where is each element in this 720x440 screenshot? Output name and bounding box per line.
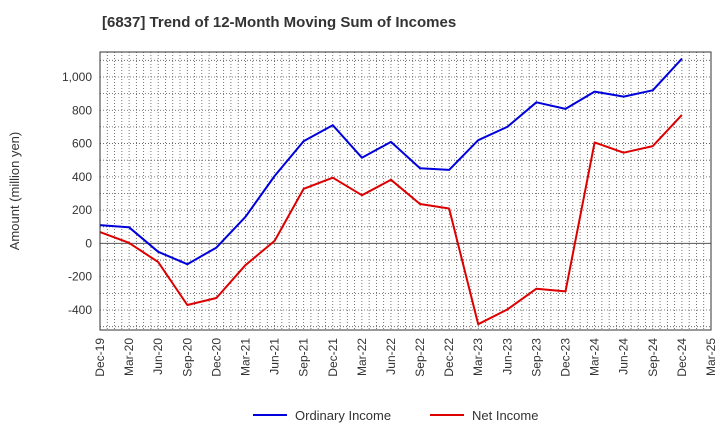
x-tick-label: Dec-19 bbox=[93, 338, 107, 377]
x-tick-label: Mar-25 bbox=[704, 338, 718, 376]
x-tick-label: Sep-24 bbox=[646, 338, 660, 377]
x-tick-label: Dec-22 bbox=[442, 338, 456, 377]
x-tick-label: Mar-20 bbox=[122, 338, 136, 376]
y-tick-label: 600 bbox=[72, 137, 92, 151]
x-tick-label: Sep-22 bbox=[413, 338, 427, 377]
x-tick-label: Jun-22 bbox=[384, 338, 398, 375]
x-tick-label: Dec-20 bbox=[209, 338, 223, 377]
y-tick-label: 0 bbox=[85, 236, 92, 250]
series-lines bbox=[99, 58, 683, 326]
x-tick-label: Jun-23 bbox=[500, 338, 514, 375]
series-line-ordinary-income bbox=[99, 58, 683, 266]
x-tick-label: Mar-24 bbox=[588, 338, 602, 376]
legend: Ordinary Income Net Income bbox=[253, 408, 538, 423]
y-tick-labels: -400 -200 0 200 400 600 800 1,000 bbox=[62, 70, 92, 317]
x-tick-label: Sep-21 bbox=[297, 338, 311, 377]
legend-label: Ordinary Income bbox=[295, 408, 391, 423]
y-tick-label: 400 bbox=[72, 170, 92, 184]
x-tick-label: Dec-21 bbox=[326, 338, 340, 377]
x-tick-label: Jun-21 bbox=[268, 338, 282, 375]
x-tick-label: Mar-23 bbox=[471, 338, 485, 376]
x-tick-label: Dec-24 bbox=[675, 338, 689, 377]
x-tick-label: Dec-23 bbox=[559, 338, 573, 377]
x-tick-labels: Dec-19 Mar-20 Jun-20 Sep-20 Dec-20 Mar-21 Jun-… bbox=[93, 338, 718, 377]
y-tick-label: 800 bbox=[72, 103, 92, 117]
chart-title: [6837] Trend of 12-Month Moving Sum of I… bbox=[102, 14, 457, 31]
y-tick-label: -400 bbox=[68, 303, 92, 317]
y-axis-title: Amount (million yen) bbox=[7, 132, 22, 251]
x-tick-label: Jun-20 bbox=[151, 338, 165, 375]
series-line-net-income bbox=[99, 114, 683, 326]
x-tick-label: Jun-24 bbox=[617, 338, 631, 375]
legend-label: Net Income bbox=[472, 408, 538, 423]
y-tick-label: 1,000 bbox=[62, 70, 92, 84]
y-tick-label: -200 bbox=[68, 270, 92, 284]
x-tick-label: Sep-20 bbox=[180, 338, 194, 377]
x-tick-label: Mar-22 bbox=[355, 338, 369, 376]
x-tick-label: Mar-21 bbox=[238, 338, 252, 376]
y-tick-label: 200 bbox=[72, 203, 92, 217]
plot-frame bbox=[99, 51, 712, 331]
x-tick-label: Sep-23 bbox=[529, 338, 543, 377]
